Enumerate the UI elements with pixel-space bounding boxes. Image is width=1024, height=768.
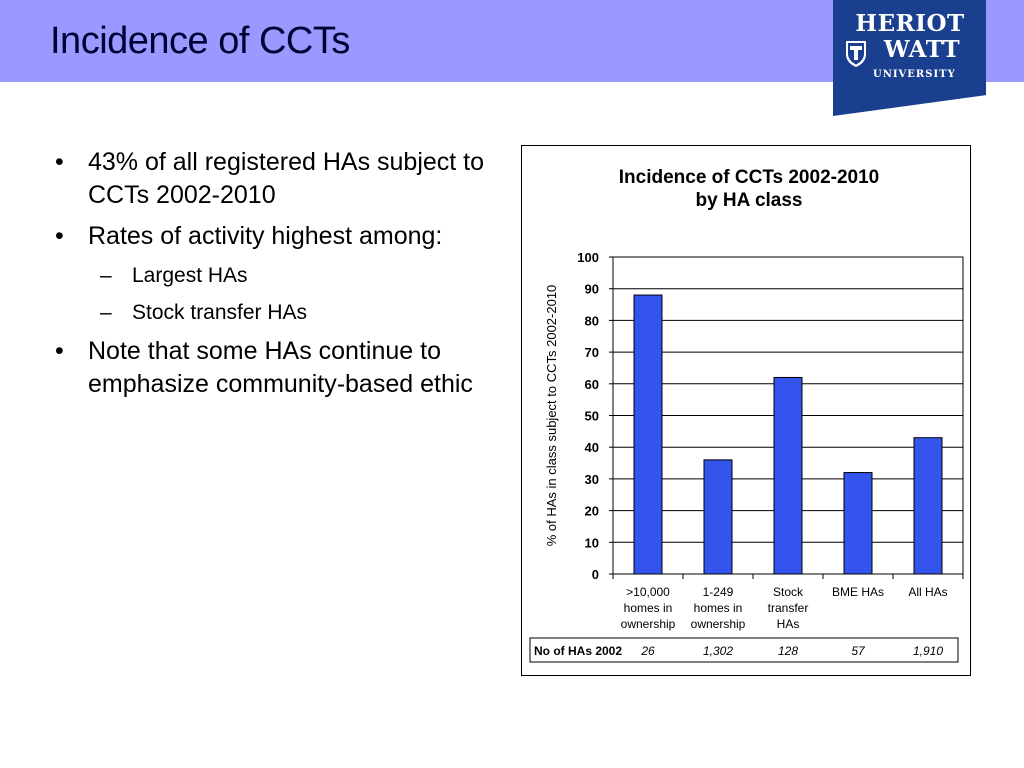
bullet-text: 43% of all registered HAs subject to CCT… bbox=[88, 148, 485, 209]
sub-bullet-text: Largest HAs bbox=[132, 264, 248, 287]
y-tick-label: 80 bbox=[585, 313, 599, 328]
sub-bullet-marker: – bbox=[100, 264, 112, 287]
y-tick-label: 30 bbox=[585, 472, 599, 487]
y-tick-label: 0 bbox=[592, 567, 599, 582]
chart-frame: Incidence of CCTs 2002-2010 by HA class 0 1… bbox=[521, 145, 971, 676]
sub-bullet-marker: – bbox=[100, 301, 112, 324]
x-tick-label: ownership bbox=[691, 617, 746, 631]
data-table-value: 26 bbox=[640, 644, 655, 658]
logo-line-2: WATT bbox=[883, 36, 961, 63]
y-tick-label: 70 bbox=[585, 345, 599, 360]
y-tick-label: 90 bbox=[585, 282, 599, 297]
chart-title-line: Incidence of CCTs 2002-2010 bbox=[619, 167, 879, 188]
bar bbox=[773, 376, 803, 575]
x-tick-label: transfer bbox=[768, 601, 809, 615]
bullet-marker: • bbox=[55, 148, 64, 176]
data-table-row-label: No of HAs 2002 bbox=[534, 644, 622, 658]
y-tick-label: 50 bbox=[585, 409, 599, 424]
data-table-value: 1,910 bbox=[913, 644, 943, 658]
sub-bullet-text: Stock transfer HAs bbox=[132, 301, 308, 324]
sub-bullet-item: – Largest HAs bbox=[55, 261, 510, 291]
x-tick-label: BME HAs bbox=[832, 585, 884, 599]
bullet-item: • 43% of all registered HAs subject to C… bbox=[55, 146, 510, 212]
x-tick-label: homes in bbox=[624, 601, 673, 615]
x-tick-label: HAs bbox=[777, 617, 800, 631]
bar bbox=[913, 437, 943, 575]
data-table-border bbox=[529, 637, 959, 663]
bullet-list: • 43% of all registered HAs subject to C… bbox=[55, 146, 510, 409]
y-tick-label: 100 bbox=[577, 250, 599, 265]
slide-title: Incidence of CCTs bbox=[50, 20, 350, 62]
bullet-text: Note that some HAs continue to emphasize… bbox=[88, 337, 473, 398]
x-tick-label: 1-249 bbox=[703, 585, 734, 599]
bullet-item: • Note that some HAs continue to emphasi… bbox=[55, 335, 510, 401]
data-table-value: 128 bbox=[778, 644, 798, 658]
data-table-value: 1,302 bbox=[703, 644, 733, 658]
y-axis-label: % of HAs in class subject to CCTs 2002-2… bbox=[544, 285, 559, 547]
y-tick-label: 20 bbox=[585, 504, 599, 519]
chart-title-line: by HA class bbox=[695, 190, 802, 211]
x-tick-label: homes in bbox=[694, 601, 743, 615]
bullet-item: • Rates of activity highest among: bbox=[55, 220, 510, 253]
bullet-marker: • bbox=[55, 337, 64, 365]
logo-line-1: HERIOT bbox=[855, 10, 965, 37]
logo-line-3: UNIVERSITY bbox=[873, 69, 956, 80]
y-tick-label: 40 bbox=[585, 440, 599, 455]
bar bbox=[843, 472, 873, 575]
heriot-watt-logo: HERIOT WATT UNIVERSITY bbox=[833, 0, 986, 116]
sub-bullet-item: – Stock transfer HAs bbox=[55, 298, 510, 328]
y-tick-label: 60 bbox=[585, 377, 599, 392]
bar bbox=[633, 294, 663, 575]
data-table-value: 57 bbox=[851, 644, 866, 658]
x-tick-label: All HAs bbox=[908, 585, 947, 599]
bullet-marker: • bbox=[55, 222, 64, 250]
crest-icon bbox=[846, 41, 866, 67]
bar bbox=[703, 459, 733, 575]
x-tick-label: Stock bbox=[773, 585, 804, 599]
x-tick-label: ownership bbox=[621, 617, 676, 631]
x-tick-label: >10,000 bbox=[626, 585, 670, 599]
bullet-text: Rates of activity highest among: bbox=[88, 222, 443, 250]
y-tick-label: 10 bbox=[585, 535, 599, 550]
